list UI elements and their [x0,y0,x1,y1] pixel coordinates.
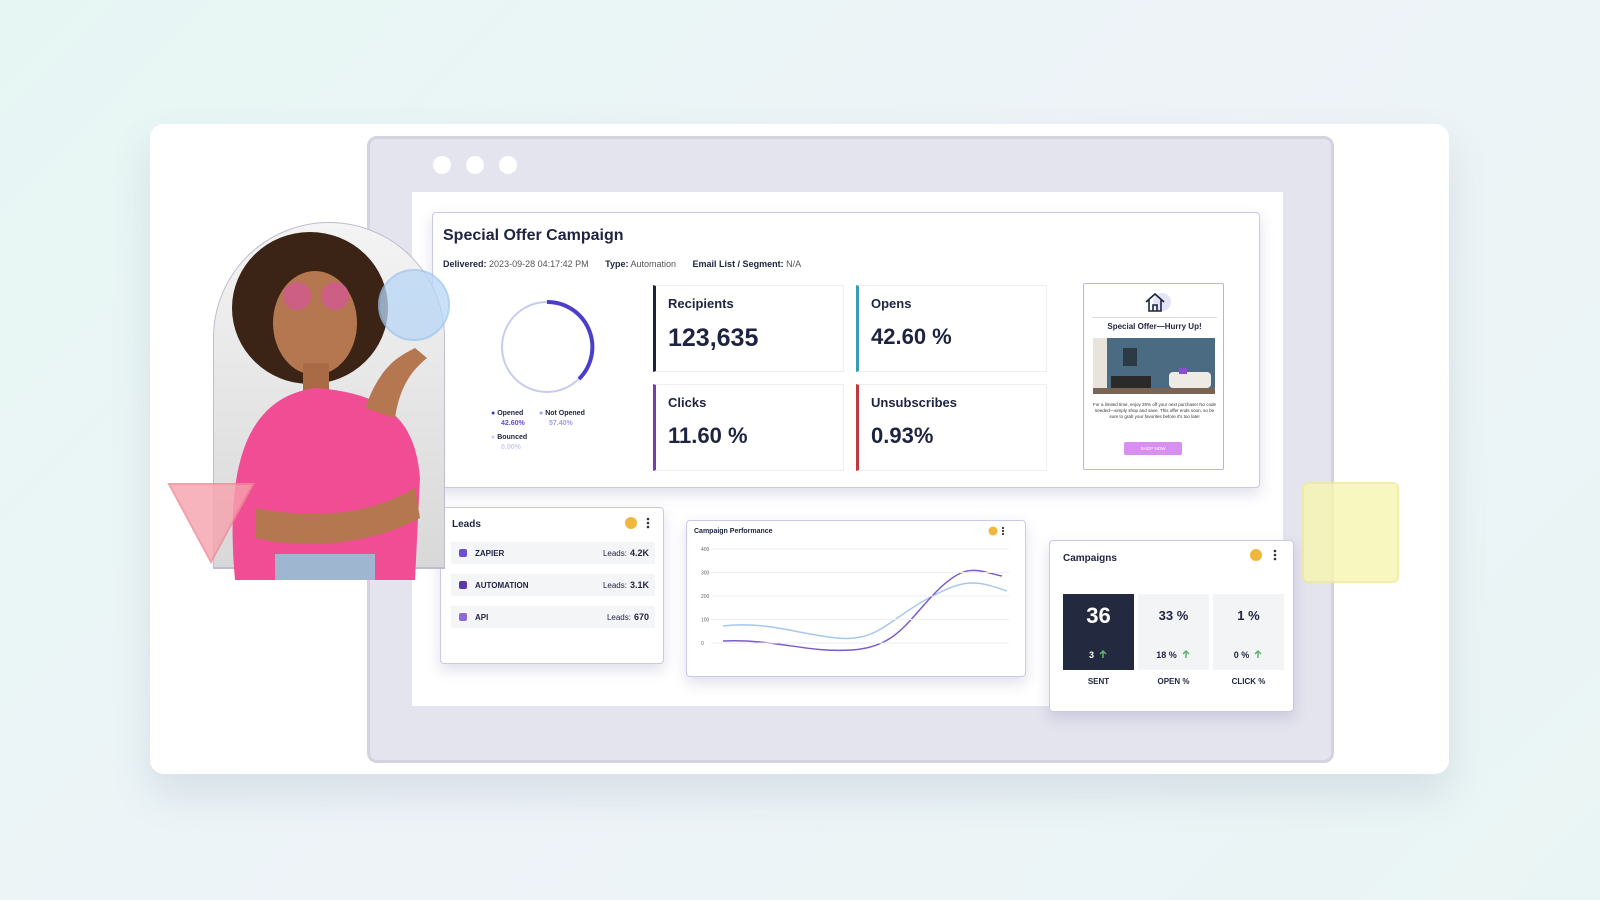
tile-label: CLICK % [1231,677,1266,686]
meta-line: Delivered: 2023-09-28 04:17:42 PM Type: … [443,259,801,269]
stat-value: 0.93% [871,423,934,448]
triangle-decor [167,483,255,565]
meta-label: Delivered: [443,259,487,269]
stat-label: Recipients [668,296,734,311]
meta-value: 2023-09-28 04:17:42 PM [489,259,589,269]
card-icons[interactable] [625,516,659,530]
tile-change: 18 % [1138,649,1209,660]
lead-label: Leads: [606,613,631,622]
preview-image [1093,338,1215,394]
house-icon [1145,292,1171,312]
donut [501,299,595,393]
stat-tile: 33 % 18 % [1138,594,1209,670]
stat-box: Opens 42.60 % [856,285,1047,372]
campaign-card: Special Offer Campaign Delivered: 2023-0… [432,212,1260,488]
legend-value: 0.00% [501,444,521,451]
stat-box: Unsubscribes 0.93% [856,384,1047,471]
campaign-title: Special Offer Campaign [443,227,624,244]
lead-icon [459,549,467,557]
lead-row: AUTOMATION Leads: 3.1K [451,574,655,596]
performance-chart: 400 300 200 100 0 [701,547,1009,652]
up-arrow [1182,649,1190,658]
lead-count: Leads: 3.1K [603,580,649,590]
lead-label: Leads: [602,581,627,590]
y-tick-label: 300 [701,571,710,577]
lead-value: 670 [633,612,649,622]
window-dots [433,156,517,174]
legend-item: ● Bounced 0.00% [491,434,528,451]
legend-label: Opened [497,410,524,417]
arrow-path [1254,649,1262,658]
y-tick-label: 0 [701,641,704,647]
stat-value: 123,635 [668,324,759,352]
preview-body: For a limited time, enjoy 25% off your n… [1093,402,1216,419]
preview-title: Special Offer—Hurry Up! [1107,322,1202,331]
performance-title: Campaign Performance [694,528,773,535]
up-arrow [1099,649,1107,658]
stat-box: Clicks 11.60 % [653,384,844,471]
circle-decor [378,269,450,341]
arrow-path [1099,649,1107,658]
campaigns-title: Campaigns [1063,553,1117,564]
change-value: 3 [1088,650,1094,660]
lead-label: Leads: [602,549,627,558]
email-preview: Special Offer—Hurry Up! For a limited ti… [1083,283,1224,470]
lead-row: API Leads: 670 [451,606,655,628]
legend-label: Bounced [497,434,528,441]
lead-value: 3.1K [629,580,649,590]
stat-value: 11.60 % [668,423,748,448]
lead-value: 4.2K [629,548,649,558]
stat-box: Recipients 123,635 [653,285,844,372]
stat-label: Unsubscribes [871,395,957,410]
preview-button[interactable]: SHOP NOW [1124,442,1182,455]
lead-icon [459,581,467,589]
legend-value: 42.60% [501,420,525,427]
meta-value: Automation [630,259,677,269]
stat-value: 42.60 % [871,324,952,349]
change-value: 0 % [1233,650,1250,660]
square-decor [1302,482,1399,583]
lead-name: ZAPIER [475,549,505,558]
legend-item: ● Opened 42.60% [491,410,525,427]
legend-value: 57.40% [549,420,573,427]
stat-label: Clicks [668,395,707,410]
meta-value: N/A [786,259,802,269]
stat-tile: 36 3 [1063,594,1134,670]
legend-label: Not Opened [545,410,585,417]
up-arrow [1254,649,1262,658]
y-tick-label: 400 [701,547,710,553]
meta-label: Email List / Segment: [692,259,784,269]
tile-change: 0 % [1213,649,1284,660]
leads-card: Leads ZAPIER Leads: 4.2K AUTOMATION Leads: 3.… [440,507,664,664]
card-icons[interactable] [1250,548,1284,562]
tile-change: 3 [1063,649,1134,660]
stat-tile: 1 % 0 % [1213,594,1284,670]
tile-value: 33 % [1158,608,1189,623]
stat-label: Opens [871,296,912,311]
meta-label: Type: [605,259,629,269]
lead-count: Leads: 4.2K [603,548,649,558]
leads-title: Leads [452,519,481,530]
card-icons[interactable] [987,524,1021,538]
lead-count: Leads: 670 [607,612,649,622]
y-tick-label: 100 [701,618,710,624]
tile-value: 36 [1086,603,1111,628]
tile-label: SENT [1087,677,1110,686]
lead-name: AUTOMATION [475,581,529,590]
legend-item: ● Not Opened 57.40% [539,410,585,427]
lead-name: API [475,613,489,622]
tile-label: OPEN % [1157,677,1190,686]
y-tick-label: 200 [701,594,710,600]
change-value: 18 % [1156,650,1177,660]
arrow-path [1182,649,1190,658]
performance-card: Campaign Performance 400 300 200 100 0 [686,520,1026,677]
campaigns-card: Campaigns 36 3 SENT 33 % 18 % OPEN % 1 % 0 % CLI… [1049,540,1294,712]
divider [1092,317,1217,318]
lead-icon [459,613,467,621]
tile-value: 1 % [1237,608,1260,623]
lead-row: ZAPIER Leads: 4.2K [451,542,655,564]
